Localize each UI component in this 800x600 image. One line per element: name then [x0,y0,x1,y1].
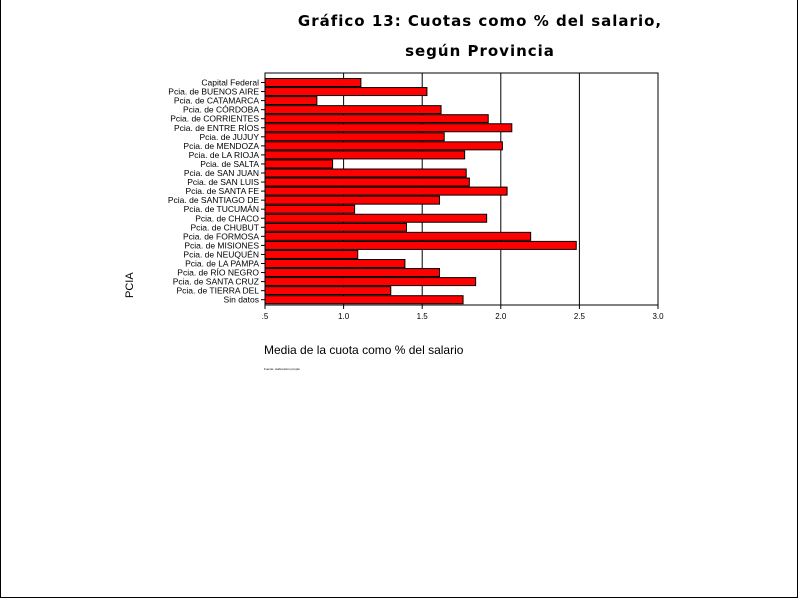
category-label: Pcia. de FORMOSA [183,231,259,241]
bar [264,240,577,250]
bar [264,222,407,232]
bar [264,168,467,178]
bar [264,249,359,259]
x-tick-label: 2.0 [495,312,507,321]
category-label: Pcia. de JUJUY [199,132,259,142]
category-label: Sin datos [224,295,259,305]
bar [264,132,445,142]
plot-area [264,72,659,306]
category-label: Pcia. de SANTA FE [185,186,259,196]
x-tick-label: 3.0 [652,312,664,321]
bar [264,87,428,97]
x-tick-label: 1.5 [417,312,429,321]
category-label: Pcia. de SAN LUIS [187,177,259,187]
chart-title: Gráfico 13: Cuotas como % del salario, [297,12,663,30]
category-label: Pcia. de NEUQUÉN [183,249,259,259]
category-label: Pcia. de CÓRDOBA [183,105,259,115]
bar [264,277,477,287]
bar [264,177,470,187]
category-label: Pcia. de TUCUMÁN [184,204,259,214]
bar [264,286,392,296]
category-label: Pcia. de MISIONES [184,240,259,250]
category-label: Pcia. de SANTIAGO DE [168,195,259,205]
bar [264,268,440,278]
bars [264,78,577,305]
bar [264,141,503,151]
bar [264,295,464,305]
category-label: Pcia. de ENTRE RÍOS [174,123,259,133]
category-label: Pcia. de RÍO NEGRO [177,268,259,278]
bar [264,231,532,241]
y-axis-label: PCIA [124,272,136,298]
bar [264,96,318,106]
bar [264,159,334,169]
category-label: Capital Federal [201,78,259,88]
category-label: Pcia. de CATAMARCA [174,96,260,106]
bar [264,259,406,268]
bar [264,123,513,133]
chart-title-line2: según Provincia [405,42,555,60]
category-label: Pcia. de SALTA [200,159,259,169]
source-note: Fuente: elaboración propia [264,367,300,371]
bar [264,195,440,205]
x-axis-label: Media de la cuota como % del salario [264,343,464,357]
category-label: Pcia. de LA RIOJA [189,150,260,160]
bar [264,105,442,115]
bar [264,78,362,87]
bar [264,186,508,196]
bar [264,114,489,124]
bar [264,213,488,223]
category-label: Pcia. de TIERRA DEL [176,286,259,296]
category-label: Pcia. de CORRIENTES [170,114,259,124]
bar [264,150,466,160]
x-axis-ticks: .5 1.0 1.5 2.0 2.5 3.0 [262,305,664,321]
x-tick-label: 1.0 [338,312,350,321]
category-label: Pcia. de BUENOS AIRE [168,87,259,97]
category-label: Pcia. de MENDOZA [183,141,259,151]
category-label: Pcia. de SAN JUAN [184,168,259,178]
category-label: Pcia. de CHACO [195,213,259,223]
x-tick-label: .5 [262,312,269,321]
bar [264,204,356,214]
x-tick-label: 2.5 [574,312,586,321]
category-label: Pcia. de CHUBUT [191,222,260,232]
category-label: Pcia. de LA PAMPA [185,259,259,269]
category-label: Pcia. de SANTA CRUZ [173,277,259,287]
